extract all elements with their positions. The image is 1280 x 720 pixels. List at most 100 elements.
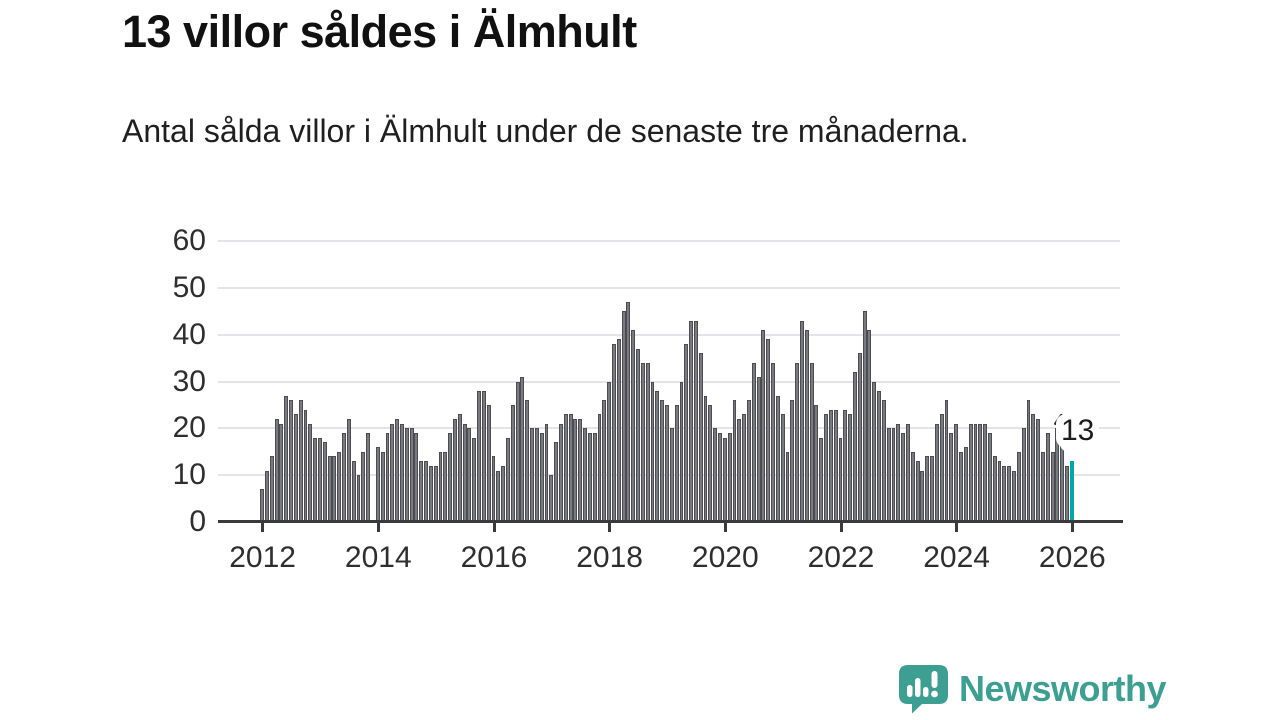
bar xyxy=(640,362,645,522)
gridline xyxy=(218,286,1120,289)
highlight-bar xyxy=(1069,461,1074,522)
bar xyxy=(404,428,409,522)
bar xyxy=(867,330,872,522)
y-axis-label: 50 xyxy=(172,270,206,304)
newsworthy-logo: Newsworthy xyxy=(897,664,1167,714)
bar xyxy=(1002,465,1007,522)
bar xyxy=(592,433,597,522)
bar xyxy=(674,404,679,522)
bar xyxy=(920,470,925,522)
bar xyxy=(303,409,308,522)
bar xyxy=(293,414,298,522)
bar xyxy=(795,362,800,522)
bar xyxy=(318,437,322,522)
y-axis-label: 40 xyxy=(172,317,206,351)
bar xyxy=(959,451,963,522)
bar xyxy=(534,428,539,522)
bar xyxy=(621,311,626,522)
bar xyxy=(650,381,655,522)
x-axis-label: 2014 xyxy=(344,541,412,574)
bar xyxy=(1026,400,1031,522)
bar xyxy=(655,390,660,522)
bar xyxy=(597,414,602,522)
x-axis-tick xyxy=(839,523,843,532)
bar xyxy=(612,344,616,522)
bar xyxy=(857,353,862,522)
y-axis-label: 60 xyxy=(172,224,206,257)
bar xyxy=(766,339,771,522)
bar xyxy=(645,362,650,522)
bar xyxy=(872,381,877,522)
bar xyxy=(477,390,481,522)
bar xyxy=(438,451,443,522)
bar xyxy=(737,419,742,522)
bar xyxy=(342,433,347,522)
bar xyxy=(771,362,775,522)
x-axis-label: 2016 xyxy=(460,541,528,574)
bar xyxy=(848,414,853,522)
bar xyxy=(510,404,515,522)
bar xyxy=(853,372,857,522)
bar xyxy=(395,419,400,522)
bar xyxy=(433,465,438,522)
bar xyxy=(886,428,891,522)
bar xyxy=(424,461,428,522)
bar xyxy=(939,414,944,522)
bar xyxy=(761,330,766,522)
bar xyxy=(877,390,881,522)
chart-subtitle: Antal sålda villor i Älmhult under de se… xyxy=(122,113,969,149)
bar xyxy=(1060,442,1065,522)
bar xyxy=(539,433,544,522)
bar xyxy=(265,470,269,522)
bar xyxy=(780,414,785,522)
bar xyxy=(669,428,674,522)
bar xyxy=(457,414,462,522)
bar xyxy=(419,461,424,522)
x-axis-tick xyxy=(492,523,496,532)
bar xyxy=(559,423,563,522)
bar xyxy=(775,395,780,522)
bar xyxy=(375,447,380,522)
bar xyxy=(274,419,279,522)
bar xyxy=(530,428,534,522)
bar xyxy=(327,456,332,522)
bar xyxy=(963,447,968,522)
bar xyxy=(607,381,612,522)
x-axis-tick xyxy=(376,523,380,532)
bar xyxy=(1040,451,1045,522)
gridline xyxy=(218,474,1120,477)
bar xyxy=(583,428,587,522)
bar xyxy=(997,461,1002,522)
x-axis-label: 2018 xyxy=(576,541,643,574)
bar xyxy=(501,465,506,522)
bar xyxy=(356,475,361,522)
bar xyxy=(751,362,756,522)
bar xyxy=(308,423,313,522)
y-axis-label: 30 xyxy=(172,364,206,398)
x-axis-tick xyxy=(1070,523,1074,532)
bar xyxy=(486,404,491,522)
bar xyxy=(838,437,843,522)
bar xyxy=(756,376,761,522)
bar xyxy=(689,320,694,522)
bar xyxy=(322,442,327,522)
bar xyxy=(790,400,795,522)
bar xyxy=(472,437,477,522)
x-axis-tick xyxy=(608,523,612,532)
bar xyxy=(399,423,404,522)
bar xyxy=(896,423,901,522)
x-axis-tick xyxy=(261,523,265,532)
bar xyxy=(814,404,819,522)
bar xyxy=(428,465,433,522)
bar xyxy=(631,330,636,522)
x-axis-label: 2020 xyxy=(691,541,759,574)
bar xyxy=(380,451,385,522)
value-callout: 13 xyxy=(1056,414,1100,448)
bar xyxy=(520,376,525,522)
bar xyxy=(462,423,467,522)
bar xyxy=(934,423,939,522)
bar xyxy=(978,423,983,522)
bar xyxy=(351,461,356,522)
gridline xyxy=(218,333,1120,336)
